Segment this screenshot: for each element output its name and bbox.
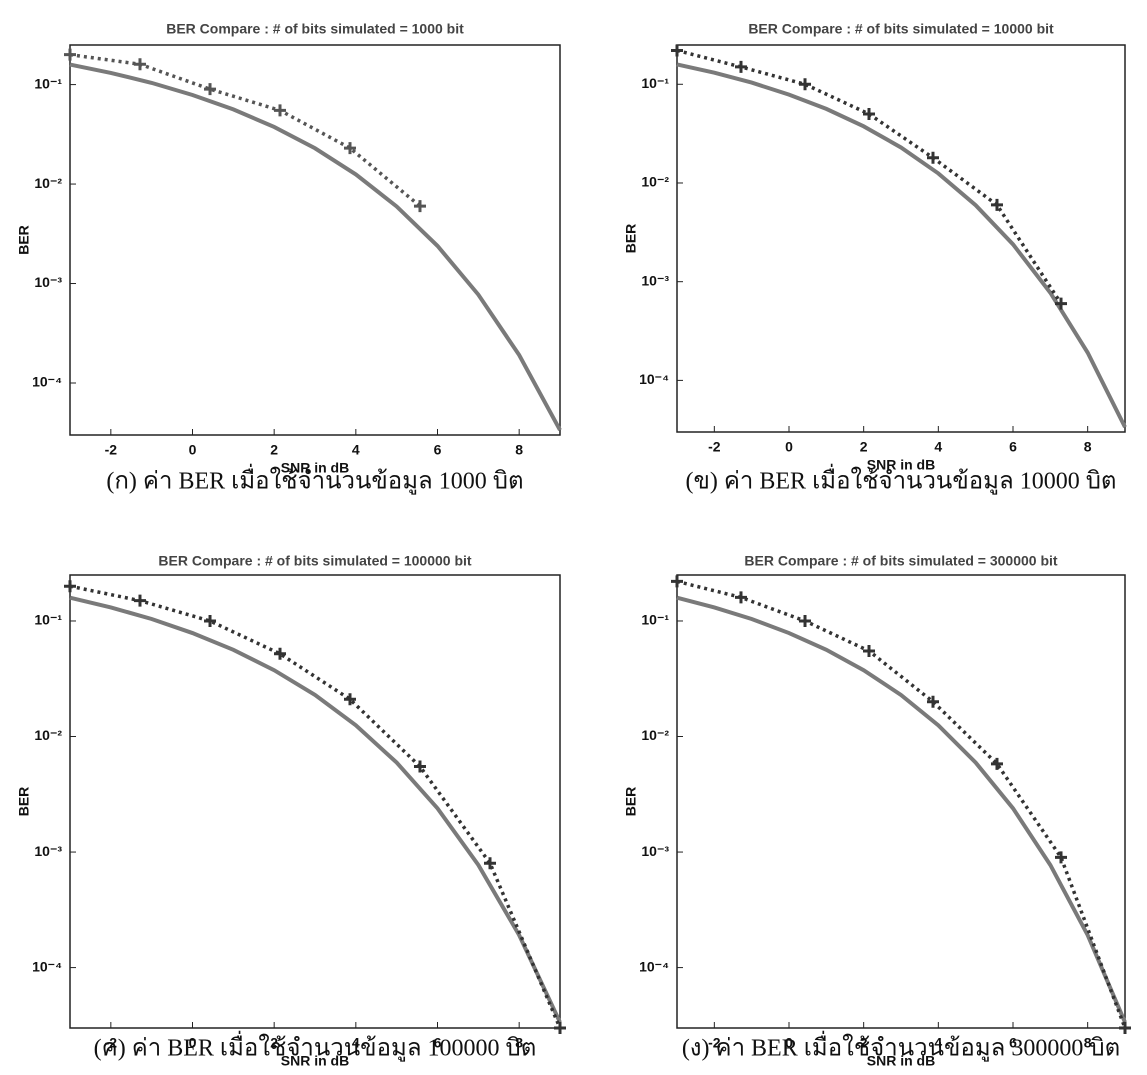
- marker: [799, 78, 811, 90]
- x-tick-label: 4: [934, 439, 942, 455]
- marker: [64, 580, 76, 592]
- marker: [1119, 1022, 1131, 1034]
- chart-title: BER Compare : # of bits simulated = 1000…: [748, 21, 1054, 37]
- y-tick-label: 10⁻¹: [641, 612, 669, 628]
- x-tick-label: 4: [352, 442, 360, 458]
- y-tick-label: 10⁻⁴: [32, 374, 62, 390]
- y-tick-label: 10⁻²: [34, 175, 62, 191]
- marker: [671, 575, 683, 587]
- marker: [274, 648, 286, 660]
- series-line: [677, 581, 1125, 1028]
- y-tick-label: 10⁻³: [641, 843, 669, 859]
- marker: [274, 104, 286, 116]
- y-tick-label: 10⁻²: [34, 727, 62, 743]
- marker: [991, 758, 1003, 770]
- series-line: [677, 50, 1061, 303]
- series-line: [70, 586, 560, 1028]
- marker: [735, 591, 747, 603]
- x-tick-label: 6: [434, 442, 442, 458]
- y-axis-label: BER: [16, 787, 32, 817]
- y-tick-label: 10⁻¹: [641, 75, 669, 91]
- y-tick-label: 10⁻⁴: [639, 371, 669, 387]
- marker: [735, 61, 747, 73]
- y-tick-label: 10⁻³: [34, 843, 62, 859]
- x-tick-label: -2: [105, 442, 118, 458]
- y-tick-label: 10⁻³: [34, 274, 62, 290]
- y-axis-label: BER: [623, 787, 639, 817]
- marker: [134, 58, 146, 70]
- chart-title: BER Compare : # of bits simulated = 1000…: [166, 21, 464, 37]
- marker: [414, 200, 426, 212]
- x-tick-label: 2: [860, 439, 868, 455]
- chart-title: BER Compare : # of bits simulated = 1000…: [158, 553, 471, 569]
- marker: [344, 693, 356, 705]
- marker: [554, 1022, 566, 1034]
- caption: (ข) ค่า BER เมื่อใช้จำนวนข้อมูล 10000 บิ…: [685, 464, 1116, 496]
- series-line: [70, 598, 560, 1023]
- marker: [64, 49, 76, 61]
- series-line: [677, 64, 1125, 427]
- y-axis-label: BER: [623, 224, 639, 254]
- y-tick-label: 10⁻¹: [34, 612, 62, 628]
- x-tick-label: -2: [708, 439, 721, 455]
- marker: [863, 108, 875, 120]
- y-tick-label: 10⁻²: [641, 174, 669, 190]
- marker: [204, 615, 216, 627]
- x-tick-label: 0: [785, 439, 793, 455]
- plot-frame: [70, 45, 560, 435]
- marker: [484, 857, 496, 869]
- x-tick-label: 2: [270, 442, 278, 458]
- y-tick-label: 10⁻³: [641, 272, 669, 288]
- y-tick-label: 10⁻¹: [34, 75, 62, 91]
- y-tick-label: 10⁻⁴: [639, 958, 669, 974]
- plot-frame: [677, 575, 1125, 1028]
- caption: (ง) ค่า BER เมื่อใช้จำนวนข้อมูล 300000 บ…: [682, 1031, 1120, 1063]
- y-tick-label: 10⁻⁴: [32, 958, 62, 974]
- marker: [134, 595, 146, 607]
- series-line: [677, 598, 1125, 1023]
- y-axis-label: BER: [16, 225, 32, 255]
- caption: (ค) ค่า BER เมื่อใช้จำนวนข้อมูล 100000 บ…: [94, 1031, 537, 1063]
- plot-frame: [677, 45, 1125, 432]
- y-tick-label: 10⁻²: [641, 727, 669, 743]
- caption: (ก) ค่า BER เมื่อใช้จำนวนข้อมูล 1000 บิต: [106, 464, 523, 496]
- x-tick-label: 0: [189, 442, 197, 458]
- chart-title: BER Compare : # of bits simulated = 3000…: [744, 553, 1057, 569]
- series-line: [70, 65, 560, 431]
- x-tick-label: 8: [515, 442, 523, 458]
- marker: [799, 615, 811, 627]
- marker: [671, 44, 683, 56]
- x-tick-label: 8: [1084, 439, 1092, 455]
- page: BER Compare : # of bits simulated = 1000…: [0, 0, 1147, 1075]
- x-tick-label: 6: [1009, 439, 1017, 455]
- plot-frame: [70, 575, 560, 1028]
- marker: [204, 83, 216, 95]
